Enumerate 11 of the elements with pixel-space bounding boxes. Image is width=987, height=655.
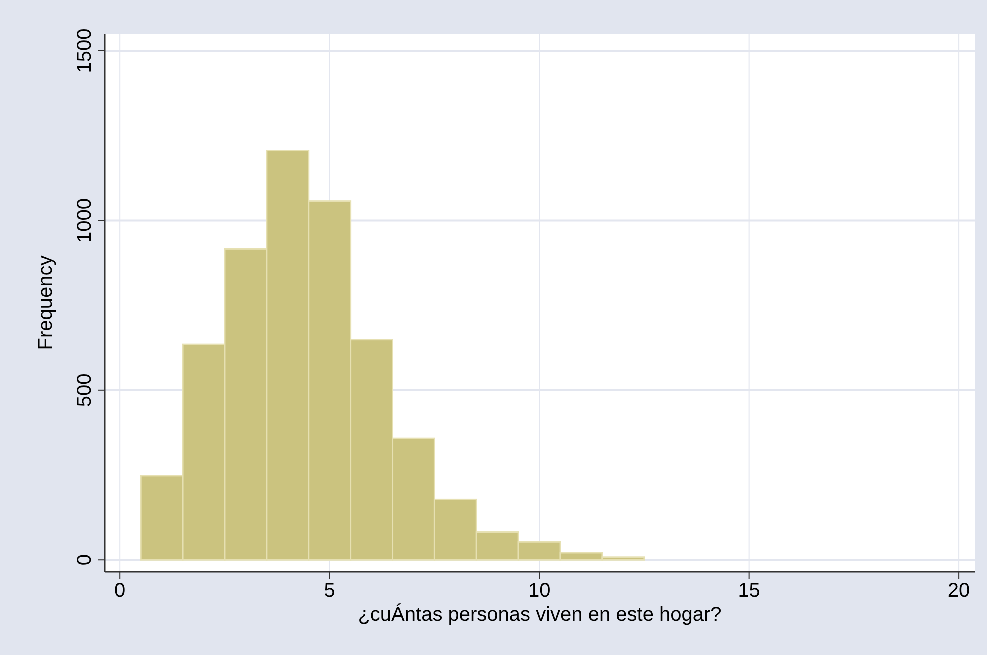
x-tick-label: 5 xyxy=(324,580,336,602)
y-tick-label: 500 xyxy=(74,374,96,408)
x-axis-title: ¿cuÁntas personas viven en este hogar? xyxy=(358,603,722,626)
x-tick-label: 0 xyxy=(114,580,126,602)
y-tick-label: 0 xyxy=(74,554,96,566)
x-tick-label: 20 xyxy=(948,580,970,602)
y-tick-label: 1500 xyxy=(74,28,96,74)
y-tick-label: 1000 xyxy=(74,198,96,243)
y-axis-title: Frequency xyxy=(35,256,57,350)
x-tick-label: 15 xyxy=(738,580,760,602)
x-tick-label: 10 xyxy=(528,580,551,602)
